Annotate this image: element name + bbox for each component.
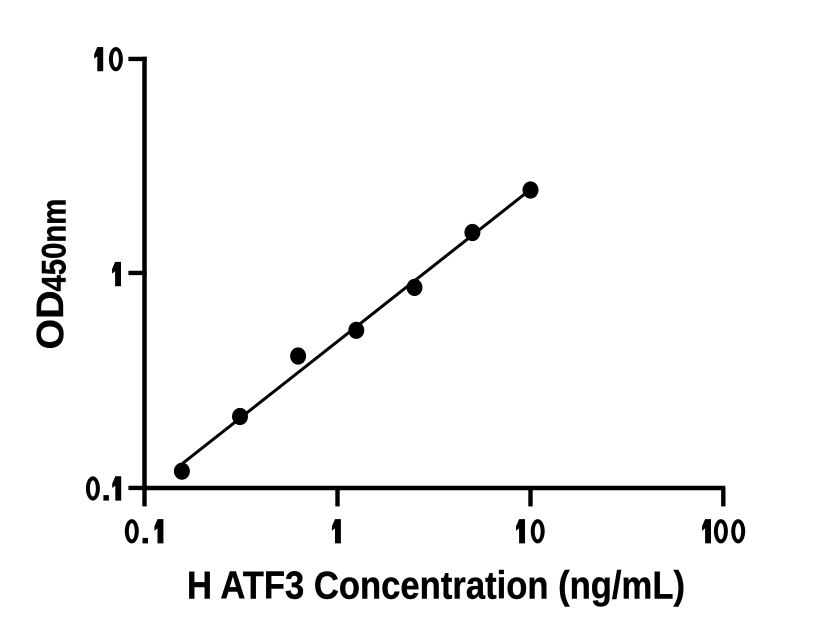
svg-text:OD: OD — [30, 291, 72, 350]
svg-text:H ATF3 Concentration (ng/mL): H ATF3 Concentration (ng/mL) — [187, 565, 685, 608]
svg-text:450nm: 450nm — [36, 199, 74, 292]
